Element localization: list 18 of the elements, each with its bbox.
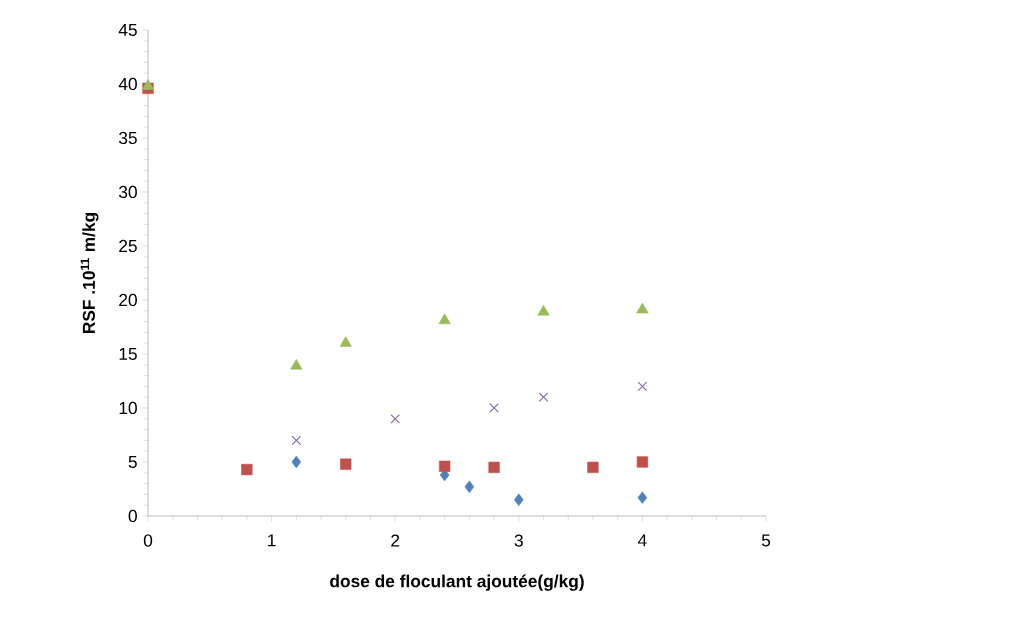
x-tick-label: 3 [514, 534, 523, 547]
y-tick-label: 10 [119, 401, 137, 415]
y-tick-label: 15 [119, 347, 137, 361]
y-tick-label: 40 [118, 77, 137, 91]
y-tick-label: 0 [128, 509, 137, 523]
x-axis-title: dose de floculant ajoutée(g/kg) [330, 574, 584, 591]
x-tick-label: 0 [143, 534, 153, 547]
x-tick-label: 1 [268, 534, 276, 547]
y-tick-label: 20 [119, 293, 137, 307]
y-tick-label: 45 [118, 23, 137, 37]
y-axis-title: RSF .10$^{11}$ m/kg [80, 212, 99, 334]
x-tick-label: 4 [637, 534, 647, 547]
y-tick-label: 30 [118, 185, 137, 199]
y-tick-label: 35 [118, 131, 137, 145]
y-tick-label: 5 [128, 455, 137, 469]
x-tick-label: 5 [761, 534, 771, 547]
x-tick-label: 2 [391, 534, 400, 547]
y-tick-label: 25 [119, 239, 137, 253]
